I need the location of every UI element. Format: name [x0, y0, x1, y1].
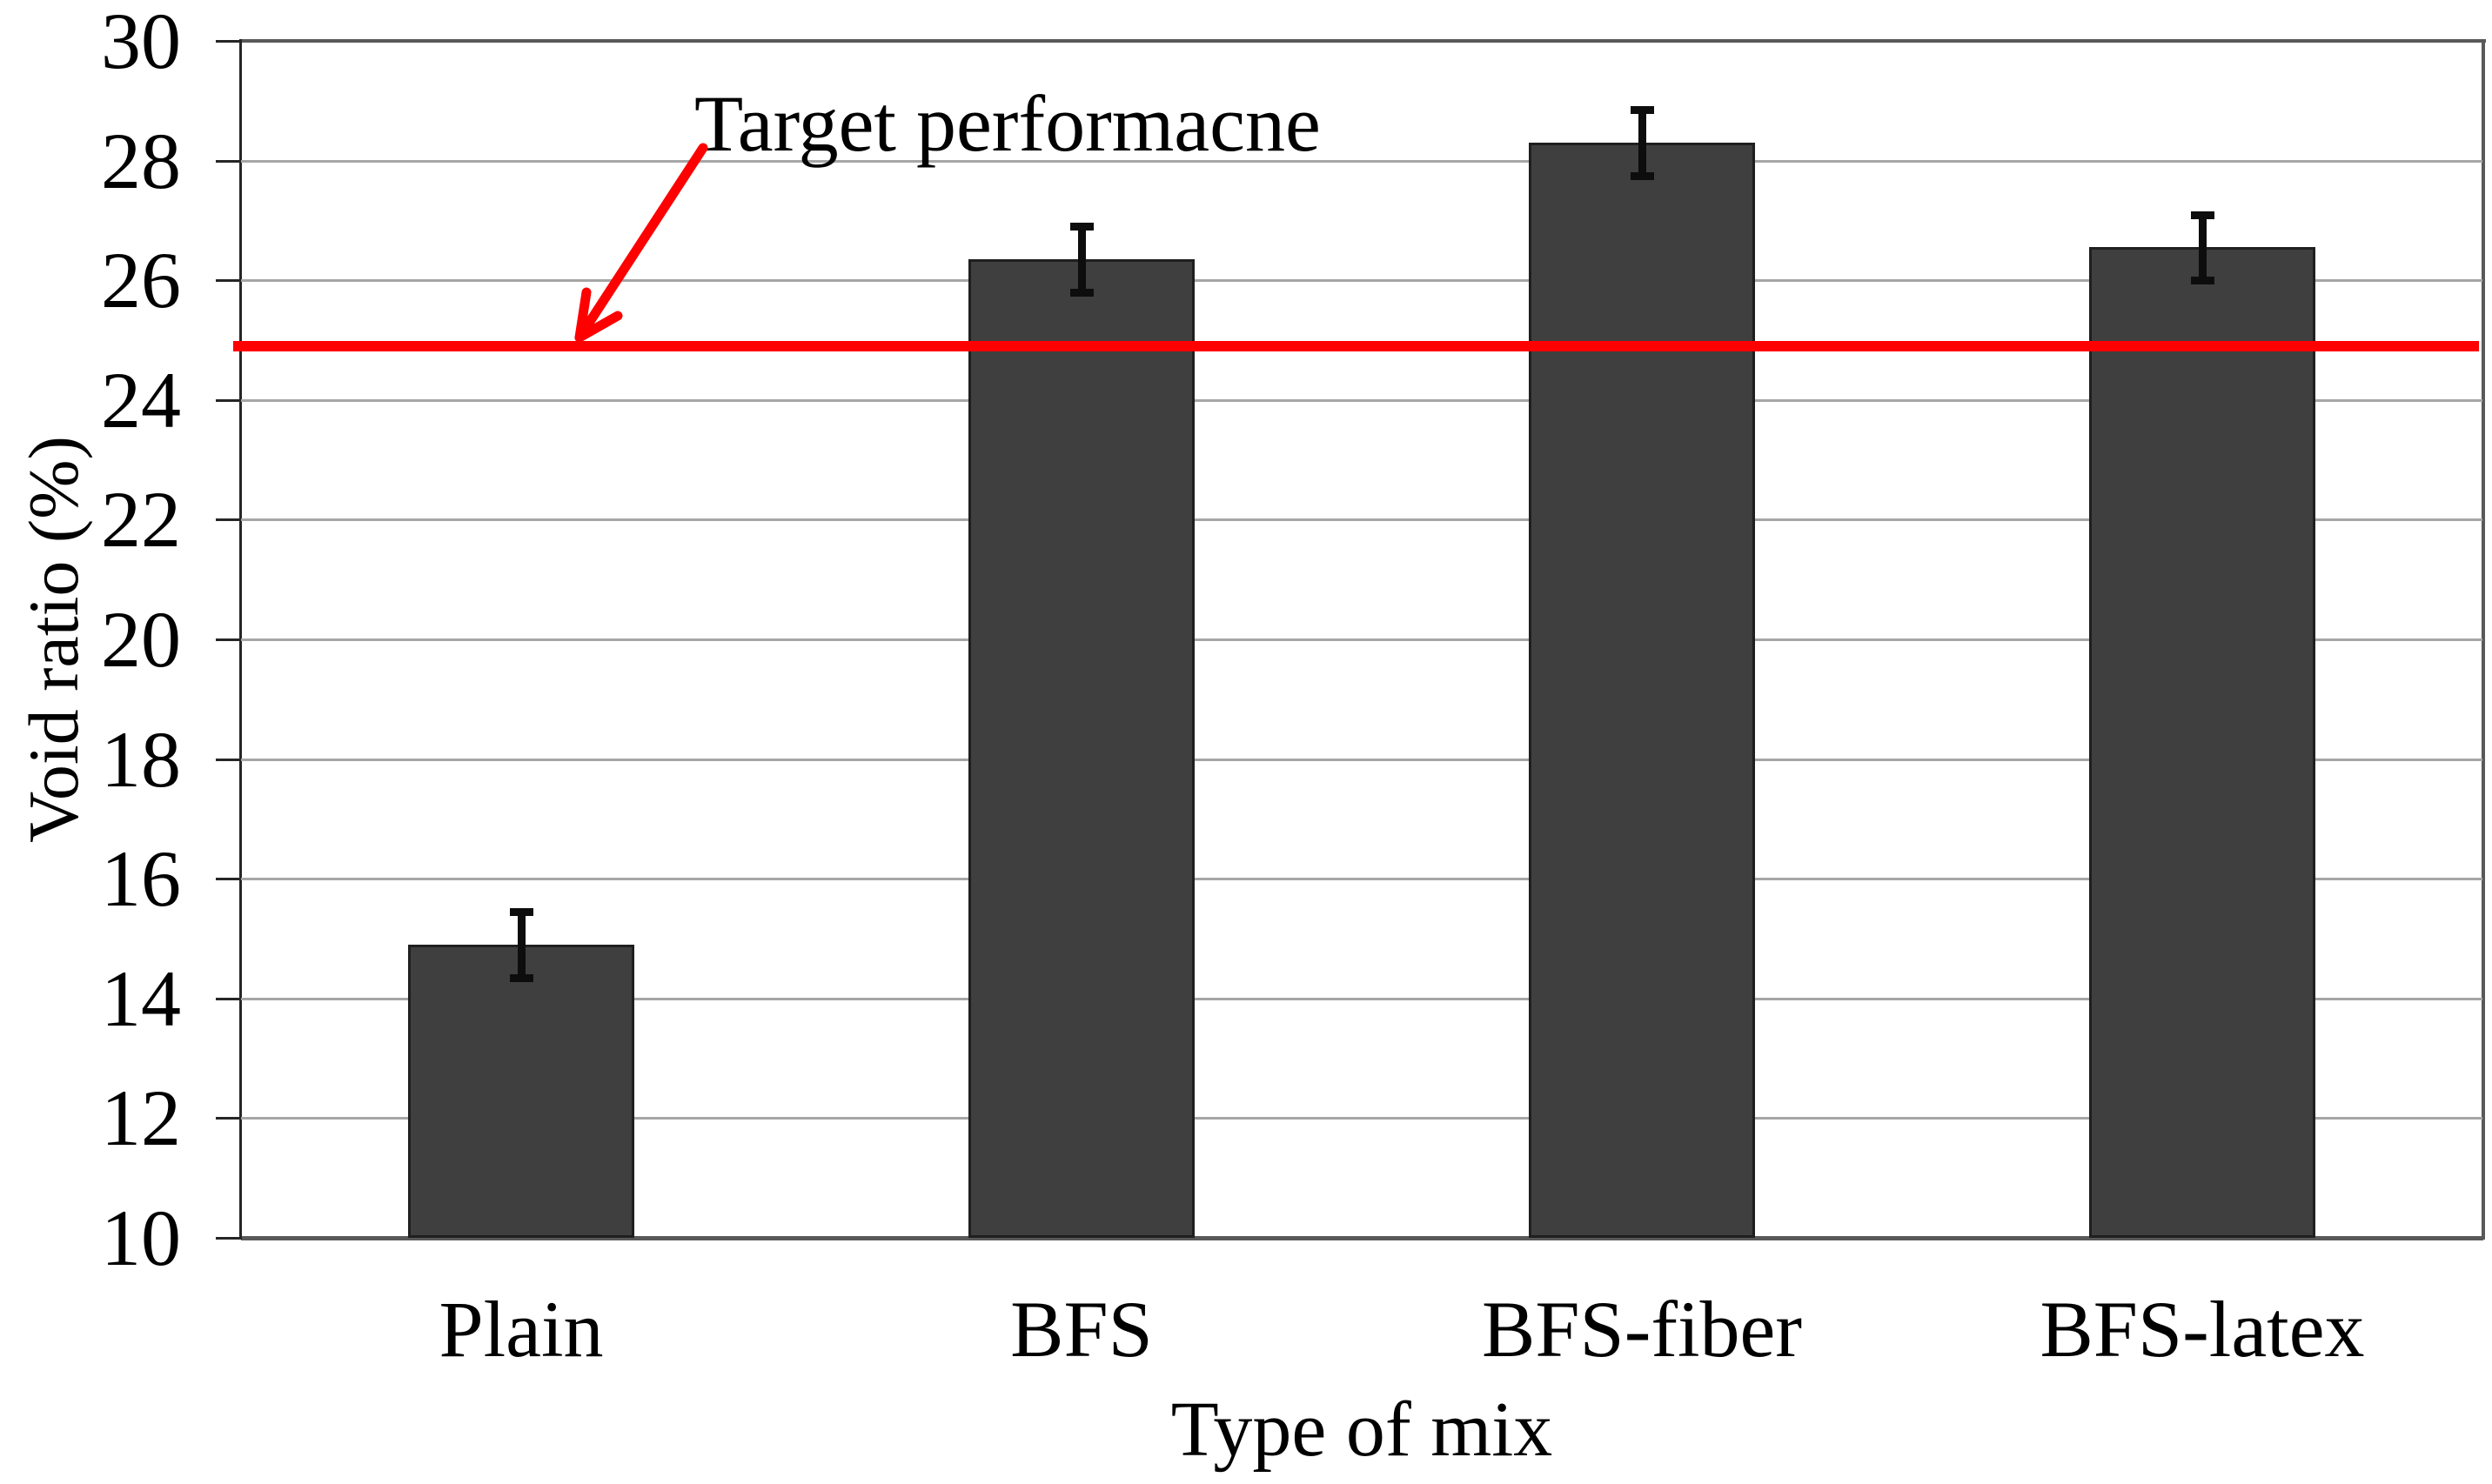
- y-axis-tick: [216, 1237, 241, 1240]
- error-bar-cap-bottom: [1070, 288, 1094, 297]
- y-axis-tick: [216, 758, 241, 761]
- bar-plain: [408, 944, 634, 1238]
- gridline: [241, 997, 2482, 1000]
- y-tick-label: 16: [101, 834, 181, 924]
- error-bar: [1078, 226, 1086, 292]
- y-tick-label: 22: [101, 475, 181, 565]
- y-axis-tick: [216, 518, 241, 522]
- error-bar-cap-top: [510, 908, 533, 917]
- y-tick-label: 18: [101, 714, 181, 804]
- error-bar: [518, 912, 526, 978]
- gridline: [241, 279, 2482, 283]
- plot-border-top: [241, 39, 2486, 43]
- x-category-label: BFS: [1010, 1285, 1153, 1374]
- y-tick-label: 24: [101, 355, 181, 445]
- error-bar-cap-bottom: [2191, 277, 2214, 285]
- gridline: [241, 878, 2482, 881]
- target-line: [233, 340, 2479, 351]
- x-category-label: BFS-latex: [2040, 1285, 2365, 1374]
- error-bar-cap-bottom: [510, 973, 533, 982]
- error-bar-cap-bottom: [1631, 171, 1654, 180]
- x-axis-title: Type of mix: [1170, 1387, 1553, 1473]
- y-tick-label: 28: [101, 116, 181, 205]
- gridline: [241, 398, 2482, 402]
- y-axis-tick: [216, 878, 241, 881]
- y-axis-tick: [216, 997, 241, 1000]
- y-axis-tick: [216, 159, 241, 163]
- target-annotation-label: Target performacne: [694, 79, 1321, 168]
- y-axis-tick: [216, 279, 241, 283]
- y-axis-tick: [216, 40, 241, 43]
- y-tick-label: 26: [101, 236, 181, 325]
- gridline: [241, 159, 2482, 163]
- error-bar: [2199, 214, 2207, 281]
- y-axis-tick: [216, 638, 241, 641]
- x-category-label: Plain: [439, 1285, 604, 1374]
- x-category-label: BFS-fiber: [1482, 1285, 1802, 1374]
- gridline: [241, 758, 2482, 761]
- gridline: [241, 518, 2482, 522]
- bar-bfs: [968, 259, 1195, 1238]
- x-axis-line: [241, 1236, 2483, 1240]
- y-tick-label: 10: [101, 1193, 181, 1282]
- bar-bfs-fiber: [1529, 142, 1755, 1238]
- y-tick-label: 14: [101, 953, 181, 1043]
- y-tick-label: 20: [101, 595, 181, 684]
- y-tick-label: 12: [101, 1073, 181, 1163]
- y-tick-label: 30: [101, 0, 181, 85]
- error-bar: [1638, 110, 1646, 176]
- error-bar-cap-top: [2191, 211, 2214, 219]
- y-axis-tick: [216, 398, 241, 402]
- error-bar-cap-top: [1631, 106, 1654, 115]
- gridline: [241, 638, 2482, 641]
- error-bar-cap-top: [1070, 223, 1094, 231]
- plot-border-right: [2482, 39, 2485, 1240]
- gridline: [241, 1117, 2482, 1120]
- y-axis-tick: [216, 1117, 241, 1120]
- bar-bfs-latex: [2089, 247, 2315, 1238]
